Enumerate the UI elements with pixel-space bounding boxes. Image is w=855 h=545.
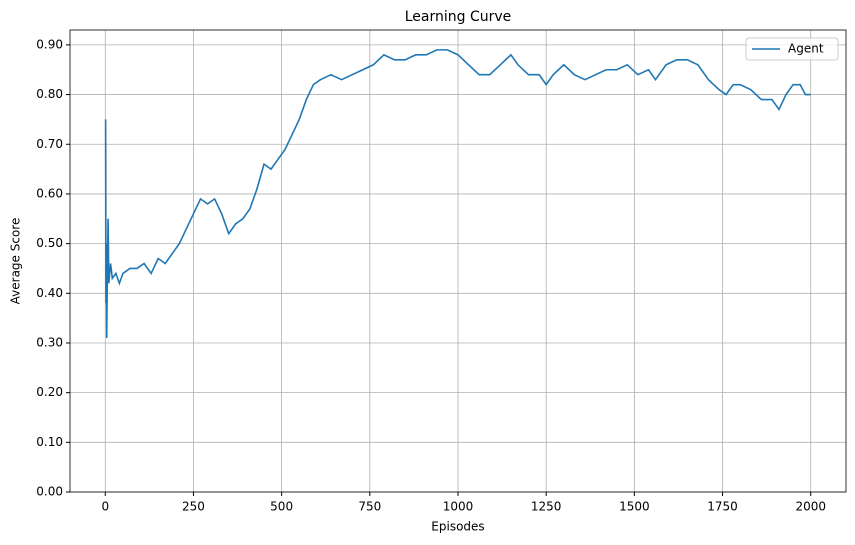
y-tick-label: 0.30: [36, 335, 63, 349]
x-tick-label: 1750: [707, 500, 738, 514]
y-axis-label: Average Score: [9, 218, 23, 305]
x-tick-label: 1250: [531, 500, 562, 514]
x-axis-label: Episodes: [431, 520, 484, 534]
y-tick-label: 0.60: [36, 186, 63, 200]
y-tick-label: 0.00: [36, 485, 63, 499]
y-tick-label: 0.20: [36, 385, 63, 399]
y-tick-label: 0.10: [36, 435, 63, 449]
plot-frame: [69, 29, 847, 493]
x-tick-label: 250: [182, 500, 205, 514]
y-tick-label: 0.50: [36, 236, 63, 250]
legend-box: [745, 37, 839, 61]
x-tick-label: 1500: [619, 500, 650, 514]
x-tick-label: 1000: [443, 500, 474, 514]
y-tick-label: 0.90: [36, 37, 63, 51]
x-tick-label: 750: [358, 500, 381, 514]
x-tick-label: 500: [270, 500, 293, 514]
x-tick-label: 2000: [795, 500, 826, 514]
y-tick-label: 0.80: [36, 87, 63, 101]
y-tick-label: 0.40: [36, 286, 63, 300]
x-tick-label: 0: [101, 500, 109, 514]
y-tick-label: 0.70: [36, 137, 63, 151]
data-line: [104, 49, 811, 339]
chart-title: Learning Curve: [405, 9, 512, 25]
legend-label: Agent: [788, 42, 824, 56]
